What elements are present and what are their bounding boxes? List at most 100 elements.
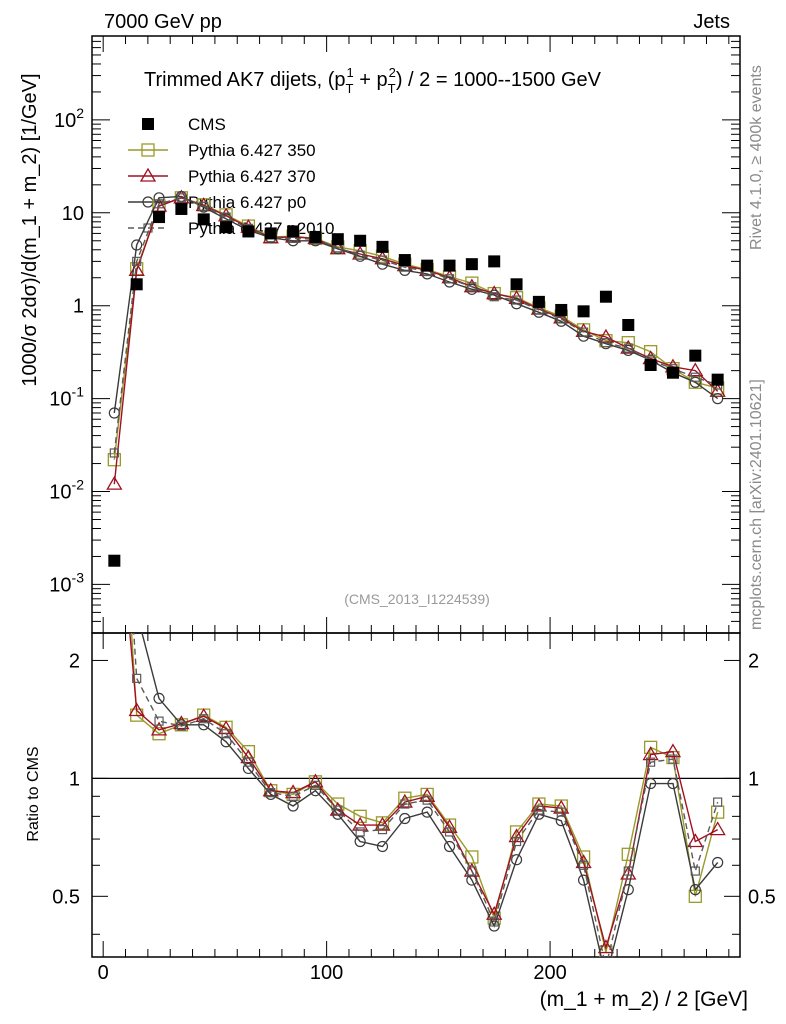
x-axis-label: (m_1 + m_2) / 2 [GeV]: [540, 988, 748, 1011]
data-point: [622, 344, 634, 357]
series-line: [113, 197, 718, 454]
x-tick-label: 100: [310, 962, 343, 984]
ratio-y-axis-label: Ratio to CMS: [25, 746, 42, 841]
data-point: [132, 608, 142, 618]
data-point: [488, 255, 501, 268]
data-point: [666, 366, 679, 379]
data-point: [354, 234, 367, 247]
main-y-axis-label: 1000/σ 2dσ)/d(m_1 + m_2) [1/GeV]: [19, 73, 41, 386]
data-point: [376, 258, 389, 270]
x-tick-label: 0: [98, 962, 109, 984]
data-point: [106, 475, 123, 490]
data-point: [376, 240, 389, 253]
data-point: [287, 800, 299, 812]
data-point: [646, 757, 656, 767]
data-point: [176, 193, 186, 203]
data-point: [444, 827, 455, 837]
series-line: [130, 633, 719, 953]
data-point: [352, 816, 369, 831]
data-point: [642, 746, 659, 761]
ratio-series-pythia-6-427-370: [128, 633, 726, 954]
series-line: [141, 633, 719, 957]
data-point: [199, 714, 209, 724]
series-cms: [108, 202, 724, 567]
data-point: [353, 809, 367, 823]
series-line: [113, 195, 719, 414]
data-point: [399, 812, 411, 825]
data-point: [132, 256, 142, 266]
data-point: [690, 866, 700, 876]
data-point: [109, 448, 119, 458]
data-point: [578, 860, 589, 870]
data-point: [711, 373, 724, 386]
data-point: [377, 825, 388, 835]
data-point: [532, 295, 545, 308]
legend-item: Pythia 6.427 350: [128, 141, 316, 160]
y-tick-label: 0.5: [52, 886, 80, 908]
ratio-plot-frame: 0 100 200 0.5 0.5 1 1 2 2: [52, 632, 776, 984]
data-point: [130, 278, 143, 291]
data-point: [489, 292, 499, 302]
data-point: [421, 259, 434, 272]
x-tick-label: 200: [533, 962, 566, 984]
data-point: [687, 362, 704, 377]
y-tick-label-right: 1: [748, 768, 759, 790]
data-point: [266, 787, 276, 798]
data-point: [510, 298, 523, 310]
data-point: [132, 673, 142, 683]
data-point: [400, 799, 410, 809]
data-point: [221, 729, 231, 739]
data-point: [690, 372, 700, 382]
data-point: [421, 806, 433, 818]
ratio-series-group: [108, 154, 726, 957]
data-point: [355, 250, 365, 260]
data-point: [709, 382, 726, 397]
ratio-plot-marks: [108, 154, 726, 957]
mcplots-label: mcplots.cern.ch [arXiv:2401.10621]: [748, 379, 765, 630]
data-point: [150, 721, 168, 736]
data-point: [108, 350, 120, 362]
data-point: [109, 154, 119, 164]
data-point: [288, 791, 298, 801]
data-point: [687, 833, 704, 848]
data-point: [264, 227, 277, 240]
data-point: [643, 345, 658, 359]
data-point: [644, 359, 657, 372]
data-point: [489, 917, 499, 927]
data-point: [467, 866, 477, 876]
data-point: [443, 259, 456, 272]
legend-item: CMS: [142, 115, 226, 134]
data-point: [422, 795, 432, 805]
data-point: [623, 866, 633, 876]
y-tick-label: 10-3: [49, 569, 84, 596]
data-point: [131, 239, 143, 251]
data-point: [486, 905, 503, 920]
main-plot-marks: [106, 189, 726, 567]
data-point: [578, 327, 589, 337]
series-line: [113, 197, 719, 485]
data-point: [220, 736, 232, 748]
header-right: Jets: [693, 11, 730, 33]
rivet-version-label: Rivet 4.1.0, ≥ 400k events: [748, 65, 765, 250]
data-point: [221, 212, 231, 222]
data-point: [154, 716, 164, 726]
data-point: [199, 201, 209, 211]
data-point: [577, 330, 590, 342]
data-point: [599, 290, 612, 303]
data-point: [310, 780, 321, 790]
data-point: [331, 233, 344, 246]
data-point: [153, 192, 165, 204]
legend: CMS Pythia 6.427 350 Pythia 6.427 370 Pythi…: [128, 115, 335, 238]
data-point: [333, 805, 343, 815]
data-point: [621, 847, 635, 861]
data-point: [534, 805, 544, 815]
data-point: [508, 828, 525, 843]
data-point: [110, 325, 118, 333]
chart-title: Trimmed AK7 dijets, (pT1 + pT2) / 2 = 10…: [144, 65, 602, 96]
data-point: [511, 836, 522, 847]
data-point: [511, 295, 522, 305]
y-tick-label-right: 0.5: [748, 886, 776, 908]
data-point: [398, 254, 411, 267]
data-point: [555, 303, 568, 316]
